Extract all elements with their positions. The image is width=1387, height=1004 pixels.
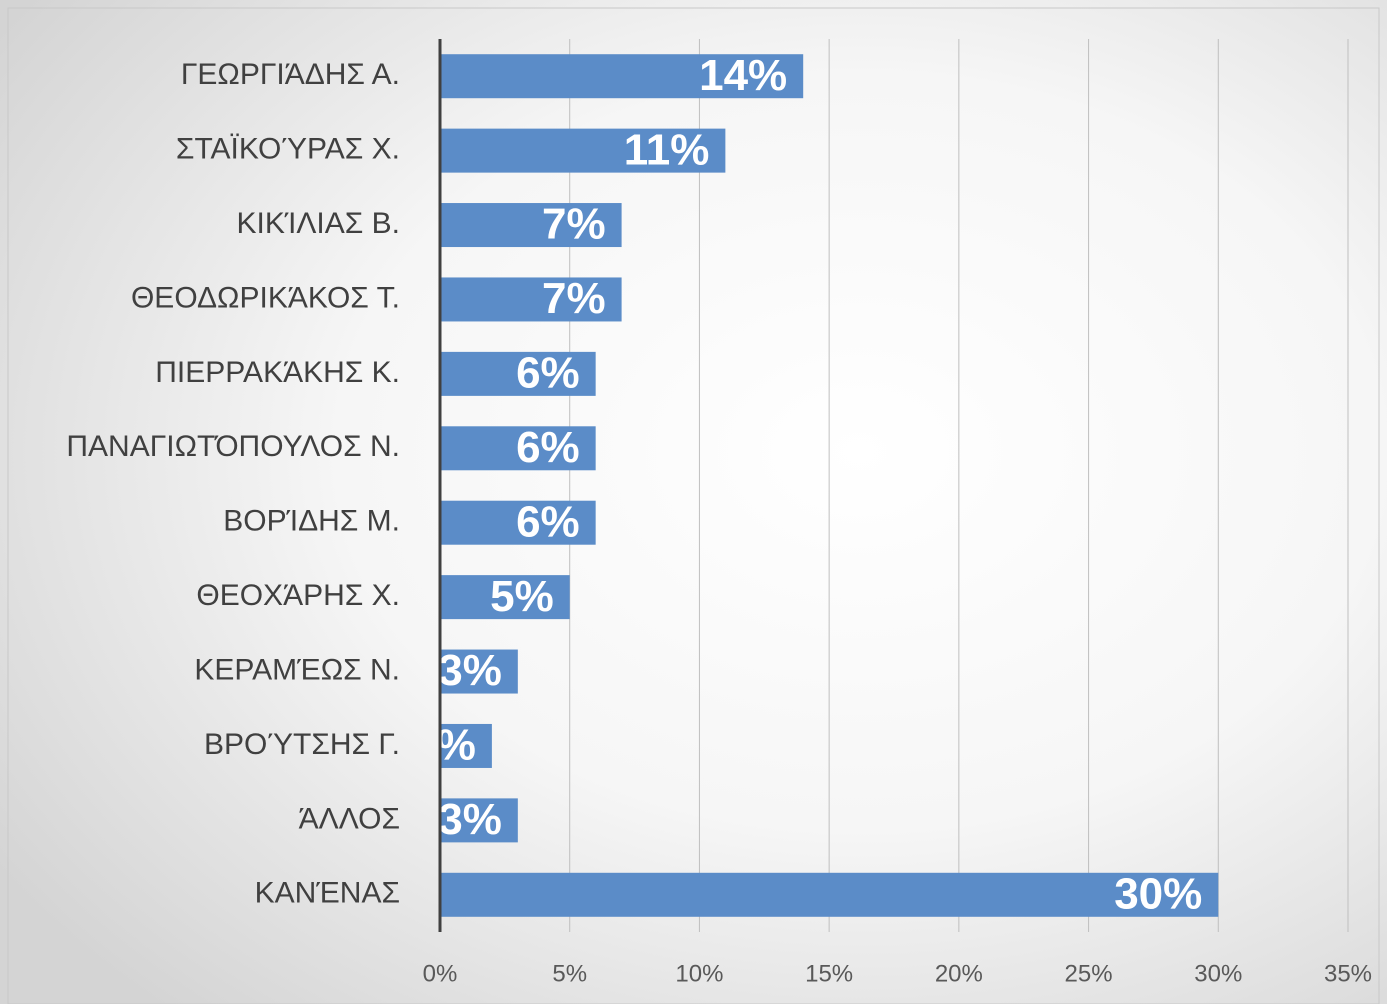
y-tick-label: ΚΑΝΈΝΑΣ bbox=[255, 877, 400, 910]
value-label: 30% bbox=[1114, 869, 1202, 918]
bar bbox=[440, 872, 1219, 917]
bar bbox=[440, 128, 726, 173]
x-tick-label: 10% bbox=[675, 960, 723, 987]
bar bbox=[440, 277, 622, 322]
y-tick-label: ΆΛΛΟΣ bbox=[299, 802, 400, 835]
bar bbox=[440, 500, 596, 545]
bar bbox=[440, 203, 622, 248]
value-label: 6% bbox=[516, 497, 580, 546]
value-label: 5% bbox=[490, 572, 554, 621]
y-tick-label: ΓΕΩΡΓΙΆΔΗΣ Α. bbox=[181, 58, 400, 91]
bar bbox=[440, 649, 518, 694]
bar bbox=[440, 54, 804, 99]
y-tick-label: ΠΙΕΡΡΑΚΆΚΗΣ Κ. bbox=[155, 356, 400, 389]
bar bbox=[440, 723, 492, 768]
x-tick-label: 30% bbox=[1194, 960, 1242, 987]
y-tick-label: ΒΡΟΎΤΣΗΣ Γ. bbox=[204, 728, 400, 761]
value-label: 6% bbox=[516, 423, 580, 472]
value-label: 7% bbox=[542, 274, 606, 323]
bar bbox=[440, 798, 518, 843]
value-label: 7% bbox=[542, 200, 606, 249]
x-tick-label: 35% bbox=[1324, 960, 1372, 987]
x-tick-label: 20% bbox=[935, 960, 983, 987]
y-tick-label: ΘΕΟΧΆΡΗΣ Χ. bbox=[196, 579, 400, 612]
value-label: 14% bbox=[699, 51, 787, 100]
bar bbox=[440, 426, 596, 471]
frame bbox=[7, 7, 1380, 1004]
y-tick-label: ΠΑΝΑΓΙΩΤΌΠΟΥΛΟΣ Ν. bbox=[66, 430, 400, 463]
x-tick-label: 5% bbox=[552, 960, 587, 987]
value-label: 6% bbox=[516, 349, 580, 398]
x-tick-label: 0% bbox=[423, 960, 458, 987]
value-label: 3% bbox=[438, 795, 502, 844]
x-tick-label: 25% bbox=[1065, 960, 1113, 987]
y-tick-label: ΚΙΚΊΛΙΑΣ Β. bbox=[237, 207, 400, 240]
y-tick-label: ΣΤΑΪΚΟΎΡΑΣ Χ. bbox=[176, 133, 400, 166]
y-tick-label: ΒΟΡΊΔΗΣ Μ. bbox=[223, 505, 400, 538]
bar bbox=[440, 351, 596, 396]
x-tick-label: 15% bbox=[805, 960, 853, 987]
bar bbox=[440, 575, 570, 620]
y-tick-label: ΘΕΟΔΩΡΙΚΆΚΟΣ Τ. bbox=[131, 281, 400, 314]
value-label: 3% bbox=[438, 646, 502, 695]
value-label: 11% bbox=[624, 125, 710, 174]
value-label: 2% bbox=[412, 721, 476, 770]
y-tick-label: ΚΕΡΑΜΈΩΣ Ν. bbox=[194, 653, 400, 686]
